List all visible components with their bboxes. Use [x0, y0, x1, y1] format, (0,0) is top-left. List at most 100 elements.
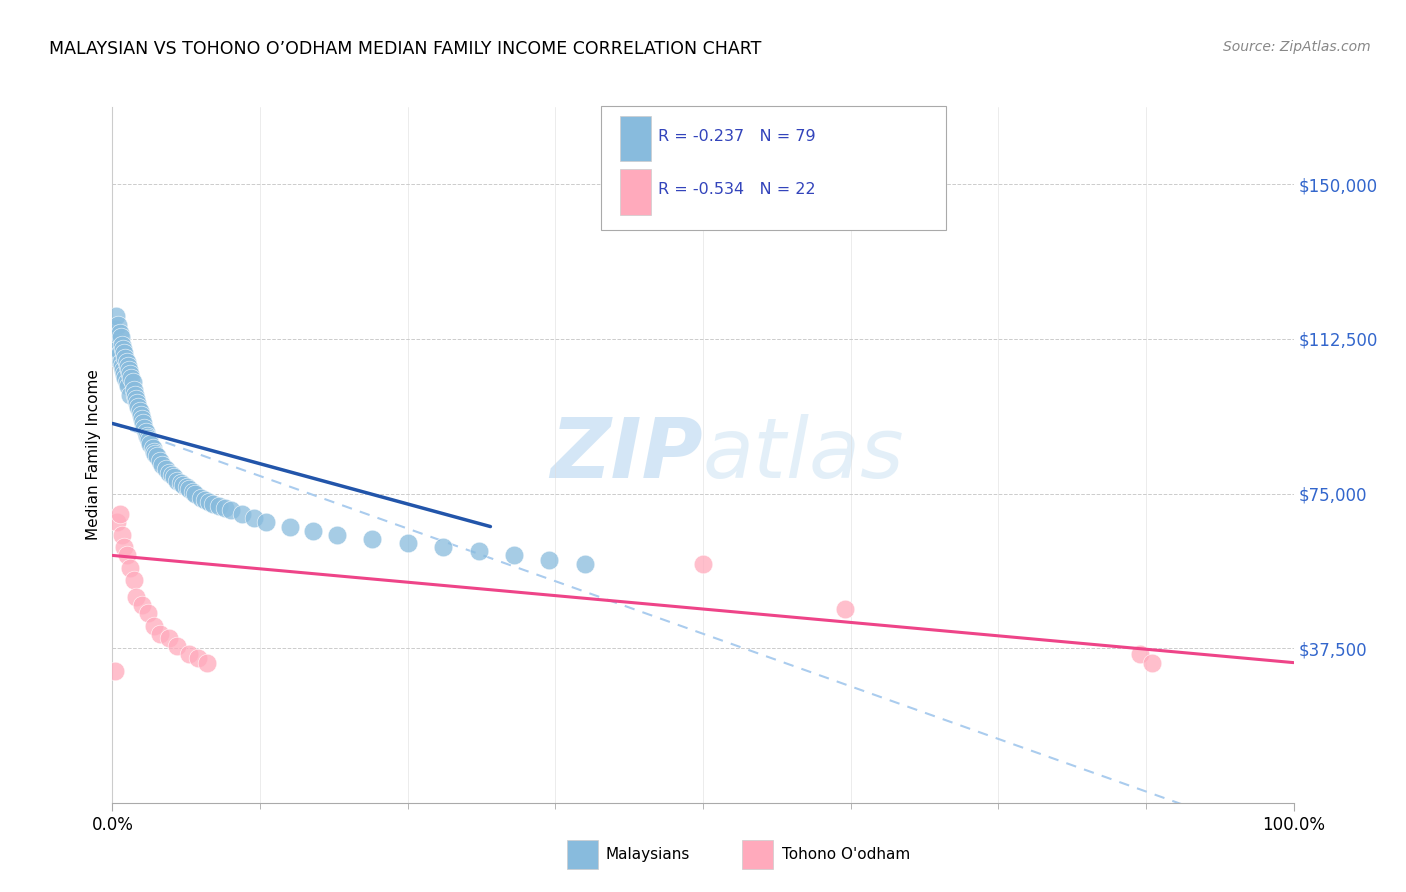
Point [302, 524, 325, 538]
Point [538, 552, 561, 566]
Point [184, 486, 207, 500]
Point [117, 379, 139, 393]
Point [135, 429, 157, 443]
Point [111, 528, 134, 542]
Point [115, 549, 138, 563]
Point [214, 501, 236, 516]
Point [120, 387, 142, 401]
Point [1140, 656, 1163, 670]
Point [136, 431, 159, 445]
Point [170, 476, 193, 491]
Point [181, 484, 204, 499]
Point [201, 497, 224, 511]
Point [166, 474, 188, 488]
Point [186, 651, 208, 665]
Point [131, 598, 153, 612]
Point [108, 326, 131, 340]
Point [104, 321, 127, 335]
Point [834, 602, 856, 616]
Point [142, 445, 165, 459]
Point [112, 367, 135, 381]
Text: Malaysians: Malaysians [606, 847, 690, 862]
Text: MALAYSIAN VS TOHONO O’ODHAM MEDIAN FAMILY INCOME CORRELATION CHART: MALAYSIAN VS TOHONO O’ODHAM MEDIAN FAMIL… [49, 40, 762, 58]
Point [198, 495, 221, 509]
Point [1129, 648, 1152, 662]
Text: atlas: atlas [703, 415, 904, 495]
Point [112, 343, 135, 357]
Point [361, 532, 384, 546]
Point [155, 462, 177, 476]
Point [122, 384, 145, 398]
Point [105, 334, 128, 348]
Point [278, 519, 301, 533]
Point [195, 656, 218, 670]
Point [107, 318, 129, 332]
Point [142, 441, 165, 455]
Point [124, 387, 146, 401]
Point [179, 483, 201, 497]
Point [122, 573, 145, 587]
Point [134, 420, 156, 434]
Point [136, 606, 159, 620]
Point [115, 354, 138, 368]
Point [150, 458, 173, 472]
Point [112, 540, 135, 554]
Point [131, 412, 153, 426]
Point [111, 359, 134, 373]
Point [108, 507, 131, 521]
Point [194, 492, 217, 507]
Point [105, 310, 128, 324]
Text: Source: ZipAtlas.com: Source: ZipAtlas.com [1223, 40, 1371, 54]
Point [146, 450, 169, 464]
Point [208, 499, 231, 513]
Point [125, 392, 148, 406]
Point [157, 631, 180, 645]
Point [114, 371, 136, 385]
Point [107, 343, 129, 357]
Point [129, 409, 152, 423]
Point [111, 338, 134, 352]
Point [467, 544, 489, 558]
Point [243, 511, 266, 525]
Point [326, 528, 349, 542]
Point [125, 590, 148, 604]
Point [104, 664, 127, 678]
Point [120, 367, 142, 381]
Point [157, 466, 180, 480]
Point [135, 425, 157, 439]
Point [115, 376, 138, 390]
Point [117, 359, 139, 373]
Point [176, 480, 198, 494]
Point [138, 433, 160, 447]
Point [142, 618, 165, 632]
Point [105, 351, 128, 365]
Point [166, 639, 188, 653]
Point [172, 478, 194, 492]
Point [114, 351, 136, 365]
Point [132, 417, 155, 431]
Point [108, 346, 131, 360]
Text: Tohono O'odham: Tohono O'odham [782, 847, 910, 862]
Point [231, 507, 253, 521]
Point [160, 468, 183, 483]
Text: R = -0.237   N = 79: R = -0.237 N = 79 [658, 128, 815, 144]
Point [503, 549, 526, 563]
Point [121, 376, 143, 390]
Text: R = -0.534   N = 22: R = -0.534 N = 22 [658, 182, 815, 196]
Point [127, 400, 149, 414]
Point [128, 404, 150, 418]
Point [120, 371, 142, 385]
Point [112, 346, 135, 360]
Point [190, 491, 212, 505]
Point [118, 363, 141, 377]
Point [112, 363, 135, 377]
Point [143, 447, 166, 461]
Point [219, 503, 242, 517]
Point [110, 330, 132, 344]
Point [574, 557, 596, 571]
Text: ZIP: ZIP [550, 415, 703, 495]
Point [179, 648, 201, 662]
Point [139, 437, 162, 451]
Point [254, 516, 277, 530]
Point [149, 626, 172, 640]
